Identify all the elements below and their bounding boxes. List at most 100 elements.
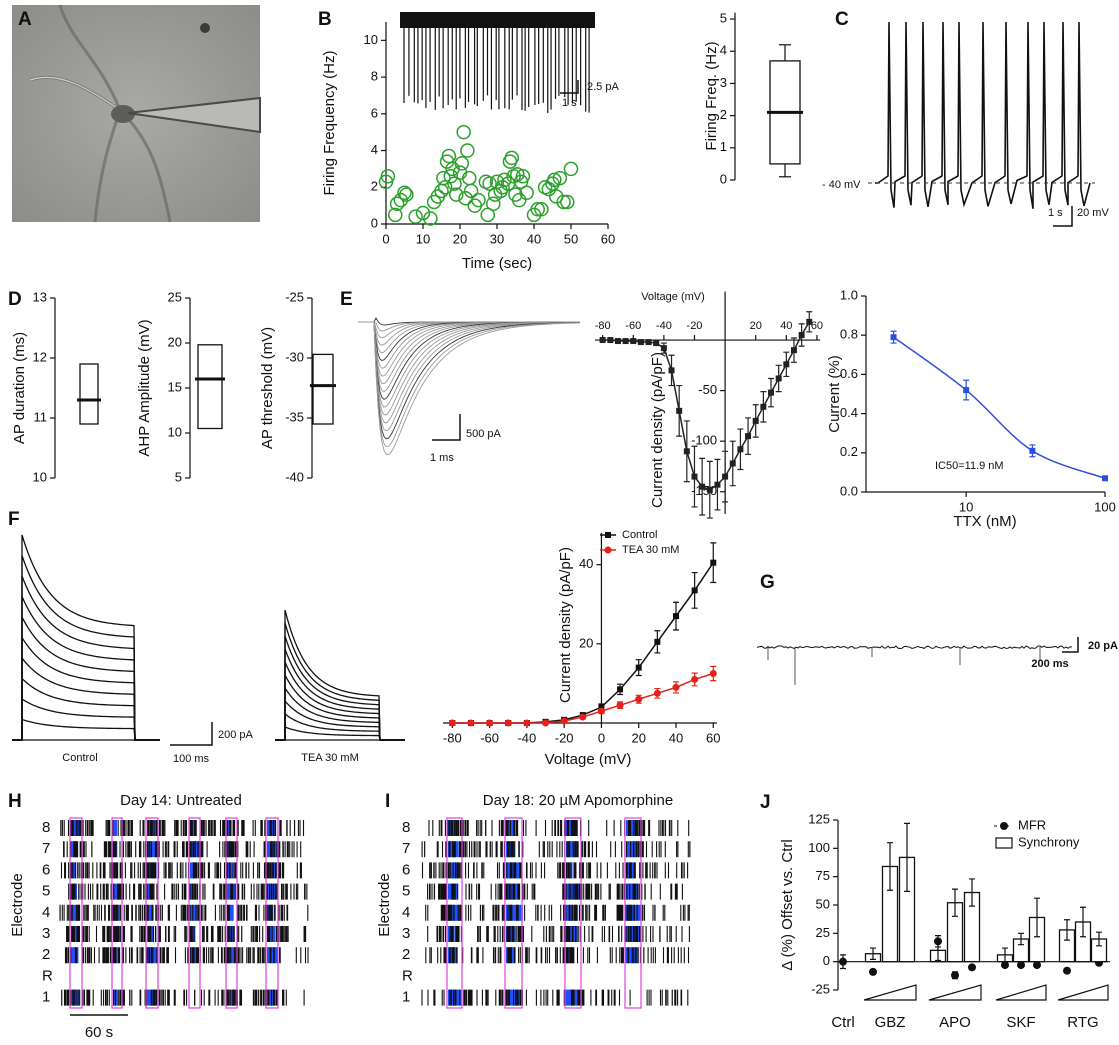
error-bar (1096, 931, 1102, 947)
current-trace (12, 697, 160, 741)
data-point (448, 719, 456, 727)
x-tick-label: 60 (811, 320, 823, 332)
scale-label: 1 s (1048, 207, 1063, 219)
data-point (504, 719, 512, 727)
error-bar (904, 822, 910, 892)
error-bar (870, 947, 876, 960)
series-line (602, 321, 810, 491)
legend-label: TEA 30 mM (622, 544, 679, 556)
current-trace (358, 321, 581, 416)
scale-label: 20 pA (1088, 640, 1118, 652)
error-bar (1034, 897, 1040, 938)
data-point (389, 196, 405, 212)
data-point (597, 707, 605, 715)
current-trace (12, 596, 160, 741)
data-point (654, 638, 661, 645)
current-trace (12, 555, 160, 741)
current-trace (358, 321, 581, 400)
y-tick-label: 4 (720, 43, 727, 58)
spike-train (425, 947, 690, 964)
x-tick-label: SKF (1006, 1014, 1035, 1031)
scale-label: 100 ms (173, 753, 210, 765)
trace-label: Control (62, 752, 97, 764)
x-axis-label: Voltage (mV) (545, 751, 632, 768)
data-point (676, 407, 683, 414)
error-bar (887, 842, 893, 891)
error-bar (1080, 906, 1086, 938)
x-tick-label: 20 (453, 231, 467, 246)
y-tick-label: 5 (175, 469, 182, 484)
burst (267, 947, 278, 964)
y-tick-label: 11 (34, 409, 48, 424)
current-trace (275, 726, 405, 741)
electrode-label: 5 (402, 883, 410, 900)
current-trace (275, 685, 405, 741)
burst (113, 883, 120, 900)
scale-label: 200 ms (1031, 658, 1068, 670)
x-axis-label: TTX (nM) (953, 513, 1016, 530)
dose-wedge (863, 984, 917, 1001)
data-point (614, 338, 621, 345)
burst-window (564, 817, 582, 1009)
box (197, 344, 223, 430)
x-tick-label: 40 (527, 231, 541, 246)
y-tick-label: 25 (168, 289, 182, 304)
data-point (775, 375, 782, 382)
data-point (393, 192, 409, 208)
electrode-label: 8 (42, 819, 50, 836)
panel-letter: E (340, 289, 353, 310)
x-tick-label: 0 (382, 231, 389, 246)
y-tick-label: -35 (285, 409, 304, 424)
electrode-label: 2 (42, 946, 50, 963)
data-point (1029, 447, 1036, 454)
data-point (607, 337, 614, 344)
y-tick-label: 10 (168, 424, 182, 439)
error-bar (935, 939, 941, 962)
y-tick-label: 6 (371, 105, 378, 120)
raster-title: Day 18: 20 µM Apomorphine (483, 792, 673, 809)
dose-wedge (1057, 984, 1109, 1001)
data-point (454, 156, 470, 171)
data-point (467, 719, 475, 727)
electrode-label: 2 (402, 946, 410, 963)
y-tick-label: -100 (691, 433, 717, 448)
electrode-label: 4 (42, 904, 50, 921)
scale-label: 2.5 pA (587, 81, 619, 93)
current-trace (275, 699, 405, 741)
burst (71, 947, 79, 964)
electrode-label: 8 (402, 819, 410, 836)
x-tick-label: RTG (1067, 1014, 1098, 1031)
data-point (542, 719, 550, 727)
data-point (672, 613, 679, 620)
y-axis-label: AHP Amplitude (mV) (136, 319, 153, 456)
x-tick-label: -20 (555, 730, 574, 745)
data-point (519, 185, 534, 201)
scale-label: - 40 mV (822, 179, 861, 191)
burst (227, 947, 238, 964)
current-trace (12, 635, 160, 741)
data-point (443, 169, 458, 184)
spike-train (425, 904, 690, 921)
x-tick-label: -40 (517, 730, 536, 745)
y-axis-label: AP duration (ms) (11, 332, 28, 444)
legend-label: Control (622, 529, 657, 541)
burst (448, 820, 459, 836)
current-trace (358, 321, 581, 456)
data-point (798, 331, 805, 338)
micrograph (12, 4, 261, 223)
error-bar (1018, 932, 1024, 946)
scale-bar (1062, 637, 1079, 653)
electrode-label: 7 (402, 840, 410, 857)
x-tick-label: 10 (959, 499, 973, 514)
x-tick-label: -80 (443, 730, 462, 745)
data-point (489, 174, 505, 190)
data-point (963, 387, 970, 394)
error-bar (969, 878, 975, 907)
trace-label: TEA 30 mM (301, 752, 358, 764)
legend-marker (604, 546, 612, 554)
electrode-label: R (402, 967, 413, 984)
y-tick-label: 0.2 (840, 444, 858, 459)
current-trace (12, 616, 160, 741)
data-point (380, 169, 396, 184)
data-point (486, 196, 501, 212)
